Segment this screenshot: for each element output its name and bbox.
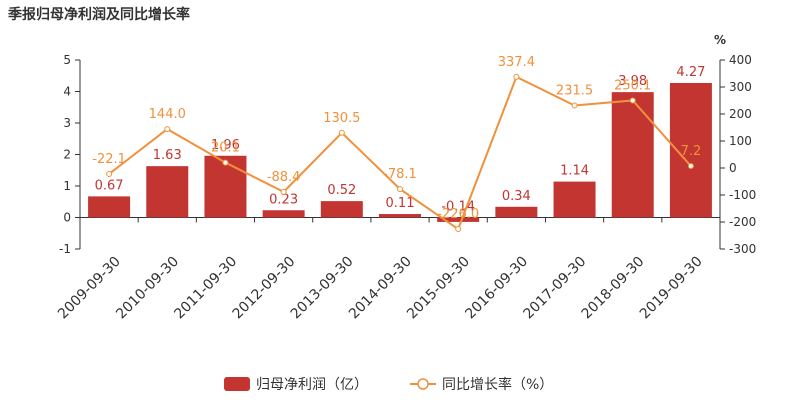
bar-data-label: 1.14 xyxy=(560,164,589,179)
legend-bar-swatch xyxy=(224,377,250,391)
growth-rate-point xyxy=(687,163,694,170)
growth-rate-point xyxy=(106,170,113,177)
bar-data-label: 0.11 xyxy=(386,196,415,211)
bar xyxy=(88,196,131,218)
y-right-tick-label: 0 xyxy=(729,161,737,175)
growth-rate-point xyxy=(571,102,578,109)
legend-line-label: 同比增长率（%） xyxy=(442,376,553,393)
growth-rate-point xyxy=(280,188,287,195)
bar xyxy=(379,214,421,218)
bar xyxy=(262,210,305,218)
line-data-label: -88.4 xyxy=(267,170,301,185)
y-right-tick-label: 200 xyxy=(729,107,752,121)
bar xyxy=(320,201,363,218)
bar-data-label: 0.34 xyxy=(502,189,531,204)
x-tick-label: 2019-09-30 xyxy=(637,254,706,323)
y-right-unit-label: % xyxy=(714,33,726,47)
growth-rate-point xyxy=(455,226,462,233)
growth-rate-point xyxy=(629,97,636,104)
y-right-tick-label: -200 xyxy=(729,215,756,229)
line-data-label: -226.0 xyxy=(437,207,479,222)
y-right-tick-label: 400 xyxy=(729,53,752,67)
line-data-label: 7.2 xyxy=(681,144,702,159)
bar-data-label: 0.23 xyxy=(269,192,298,207)
line-data-label: 130.5 xyxy=(323,111,360,126)
growth-rate-point xyxy=(513,73,520,80)
y-left-tick-label: 5 xyxy=(63,53,71,67)
bar xyxy=(611,92,654,218)
bar xyxy=(495,206,538,218)
line-data-label: 337.4 xyxy=(498,55,535,70)
y-right-tick-label: 100 xyxy=(729,134,752,148)
bar xyxy=(204,155,247,218)
bar xyxy=(437,217,480,222)
legend-bar-label: 归母净利润（亿） xyxy=(256,376,368,393)
bar-data-label: 1.96 xyxy=(211,138,240,153)
y-right-tick-label: 300 xyxy=(729,80,752,94)
bar-data-label: -0.14 xyxy=(441,200,475,215)
bar xyxy=(553,181,596,218)
bar-data-label: 0.67 xyxy=(95,178,124,193)
bar-data-label: 0.52 xyxy=(327,183,356,198)
bar-data-label: 3.98 xyxy=(618,74,647,89)
y-right-tick-label: -100 xyxy=(729,188,756,202)
line-data-label: 250.1 xyxy=(614,78,651,93)
y-left-tick-label: 4 xyxy=(63,85,71,99)
growth-rate-point xyxy=(397,186,403,193)
bar-data-label: 1.63 xyxy=(153,148,182,163)
y-left-tick-label: 1 xyxy=(63,179,71,193)
y-left-tick-label: 0 xyxy=(63,211,71,225)
bar xyxy=(146,166,189,218)
bar-data-label: 4.27 xyxy=(676,65,705,80)
line-data-label: 144.0 xyxy=(149,107,186,122)
legend-line-marker xyxy=(417,378,429,390)
growth-rate-point xyxy=(338,129,345,136)
y-left-tick-label: -1 xyxy=(59,242,71,256)
line-data-label: -22.1 xyxy=(92,152,126,167)
line-data-label: 20.1 xyxy=(211,141,240,156)
line-data-label: 231.5 xyxy=(556,83,593,98)
chart-title: 季报归母净利润及同比增长率 xyxy=(8,7,190,23)
line-data-label: -78.1 xyxy=(383,167,417,182)
growth-rate-point xyxy=(164,126,171,133)
growth-rate-point xyxy=(222,159,229,166)
y-right-tick-label: -300 xyxy=(729,242,756,256)
y-left-tick-label: 3 xyxy=(63,116,71,130)
y-left-tick-label: 2 xyxy=(63,148,71,162)
